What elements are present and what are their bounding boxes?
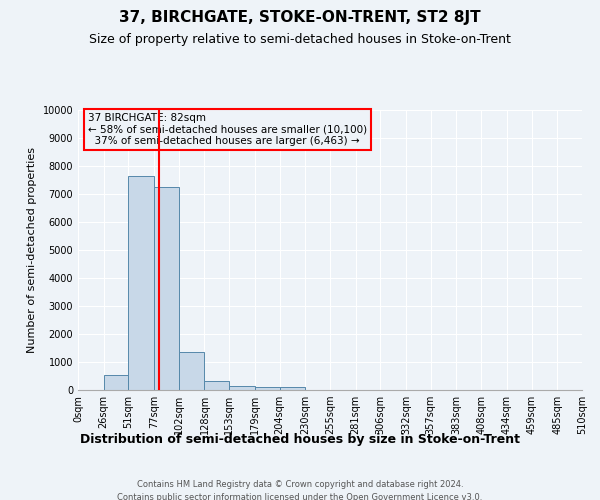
Text: 37 BIRCHGATE: 82sqm
← 58% of semi-detached houses are smaller (10,100)
  37% of : 37 BIRCHGATE: 82sqm ← 58% of semi-detach… bbox=[88, 113, 367, 146]
Bar bbox=[255, 386, 280, 390]
Text: Contains HM Land Registry data © Crown copyright and database right 2024.: Contains HM Land Registry data © Crown c… bbox=[137, 480, 463, 489]
Text: Contains public sector information licensed under the Open Government Licence v3: Contains public sector information licen… bbox=[118, 492, 482, 500]
Bar bbox=[229, 386, 255, 390]
Text: Distribution of semi-detached houses by size in Stoke-on-Trent: Distribution of semi-detached houses by … bbox=[80, 432, 520, 446]
Text: Size of property relative to semi-detached houses in Stoke-on-Trent: Size of property relative to semi-detach… bbox=[89, 32, 511, 46]
Bar bbox=[205, 382, 229, 390]
Bar bbox=[280, 388, 305, 390]
Bar bbox=[154, 187, 179, 390]
Bar bbox=[104, 374, 128, 390]
Text: 37, BIRCHGATE, STOKE-ON-TRENT, ST2 8JT: 37, BIRCHGATE, STOKE-ON-TRENT, ST2 8JT bbox=[119, 10, 481, 25]
Y-axis label: Number of semi-detached properties: Number of semi-detached properties bbox=[27, 147, 37, 353]
Bar bbox=[179, 352, 205, 390]
Bar bbox=[128, 176, 154, 390]
